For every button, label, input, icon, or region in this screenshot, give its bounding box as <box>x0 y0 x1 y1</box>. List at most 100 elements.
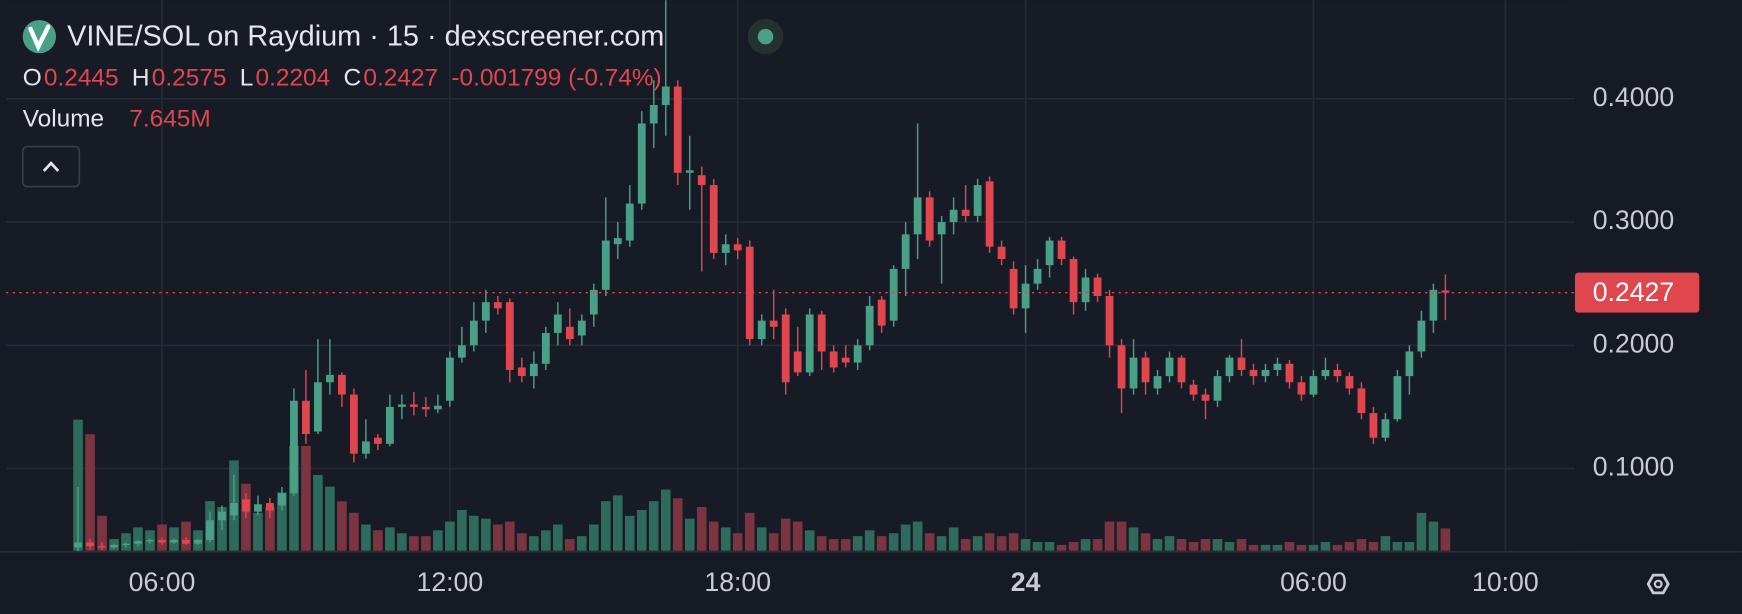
x-tick-label: 06:00 <box>1280 567 1347 597</box>
candle-body <box>1441 290 1450 293</box>
volume-bar <box>696 507 707 551</box>
volume-bar <box>1440 528 1451 551</box>
candle-body <box>913 197 922 235</box>
chart-title: VINE/SOL on Raydium · 15 · dexscreener.c… <box>67 20 664 52</box>
volume-bar <box>636 509 647 551</box>
volume-bar <box>1272 544 1283 551</box>
volume-bar <box>325 486 335 551</box>
volume-bar <box>648 501 659 551</box>
candle-body <box>781 314 790 383</box>
candle-body <box>1033 268 1042 284</box>
candle-body <box>589 289 598 315</box>
volume-bar <box>97 515 107 551</box>
candle-body <box>637 123 646 204</box>
volume-bar <box>277 492 287 551</box>
candle-body <box>925 197 934 241</box>
candle-body <box>170 539 178 543</box>
candle-body <box>1345 376 1354 389</box>
volume-bar <box>708 521 719 551</box>
volume-bar <box>912 521 923 551</box>
candle-body <box>529 363 538 377</box>
candle-body <box>949 209 958 223</box>
candle-body <box>1153 376 1162 389</box>
volume-bar <box>481 518 491 551</box>
candle-body <box>625 203 634 241</box>
candle-body <box>302 400 310 435</box>
candle-body <box>733 244 742 251</box>
plot: 0.2427 <box>6 0 1700 552</box>
volume-bar <box>684 518 695 551</box>
last-price-tag <box>1574 272 1700 313</box>
volume-bar <box>1356 539 1367 551</box>
candle-body <box>457 345 466 358</box>
volume-bar <box>864 530 875 551</box>
candle-body <box>266 503 274 511</box>
candle-body <box>373 437 382 444</box>
ohlc-label: L <box>240 64 254 91</box>
volume-bar <box>133 527 143 551</box>
candle-body <box>541 332 550 364</box>
settings-button[interactable] <box>1646 573 1670 595</box>
volume-bar <box>1188 541 1199 551</box>
volume-bar <box>493 524 503 551</box>
candle-body <box>1201 394 1210 401</box>
volume-bar <box>469 515 479 551</box>
volume-bar <box>121 533 131 551</box>
volume-bar <box>1032 541 1043 551</box>
candle-body <box>1021 283 1030 309</box>
candle-body <box>721 244 730 253</box>
candle-body <box>1225 357 1234 377</box>
volume-bar <box>1128 527 1139 551</box>
grid: 0.1000 0.2000 0.3000 0.4000 06:00 12:00 18:00 2… <box>0 0 1742 597</box>
volume-bar <box>517 533 527 551</box>
volume-bar <box>876 536 887 551</box>
volume-bar <box>397 533 407 551</box>
volume-bar <box>1368 541 1379 551</box>
volume-bar <box>181 521 191 551</box>
candle-body <box>1165 357 1174 377</box>
volume-bar <box>1020 539 1031 551</box>
candle-body <box>601 240 610 290</box>
volume-bar <box>816 536 827 551</box>
candle-body <box>1369 413 1378 438</box>
candle-body <box>493 302 502 309</box>
volume-bar <box>732 533 743 551</box>
volume-bar <box>672 498 683 551</box>
candle-body <box>1429 289 1438 321</box>
volume-bar <box>936 536 947 551</box>
volume-bar <box>1104 521 1115 551</box>
volume-bar <box>1428 521 1439 551</box>
candle-body <box>74 542 82 548</box>
candle-body <box>350 394 358 454</box>
collapse-button[interactable] <box>21 145 81 188</box>
candle-body <box>290 400 298 494</box>
candle-body <box>1297 382 1306 395</box>
volume-bar <box>1392 541 1403 551</box>
candle-body <box>1393 376 1402 420</box>
volume-bar <box>1092 539 1103 551</box>
volume-bar <box>888 533 899 551</box>
volume-bar <box>313 474 323 551</box>
candle-body <box>505 302 514 370</box>
volume-bar <box>1056 544 1067 551</box>
volume-bar <box>553 524 563 551</box>
volume-bar <box>1176 539 1187 551</box>
volume-bar <box>457 509 467 551</box>
candle-body <box>841 357 850 363</box>
volume-bar <box>433 530 443 551</box>
volume-bar <box>1308 544 1319 551</box>
candle-body <box>1237 357 1246 370</box>
logo-mark <box>28 24 51 52</box>
volume-bar <box>660 489 671 551</box>
y-tick-label: 0.1000 <box>1593 452 1674 482</box>
volume-bar <box>361 524 371 551</box>
candle-body <box>314 382 322 432</box>
volume-bar <box>265 507 275 551</box>
candle-body <box>1213 376 1222 401</box>
volume-bar <box>792 521 803 551</box>
volume-bar <box>840 539 851 551</box>
volume-bar <box>1260 544 1271 551</box>
candle-body <box>134 541 142 544</box>
candle-body <box>889 268 898 321</box>
